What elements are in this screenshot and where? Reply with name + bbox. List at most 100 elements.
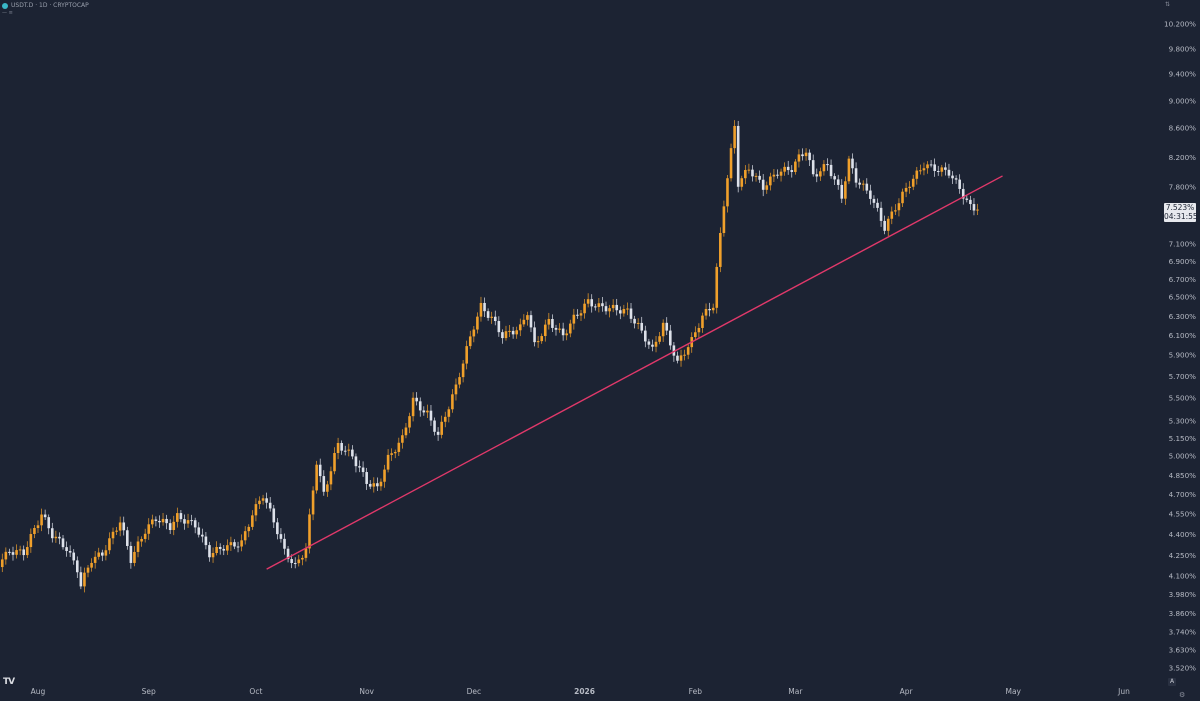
- candle-body: [522, 319, 526, 325]
- candle-body: [351, 449, 354, 457]
- time-tick-label: Apr: [900, 687, 914, 696]
- candle-body: [97, 552, 101, 557]
- price-tick-label: 8.200%: [1169, 153, 1197, 162]
- candle-body: [954, 178, 958, 180]
- candle-body: [126, 530, 129, 546]
- candle-body: [322, 476, 326, 492]
- candle-body: [58, 536, 61, 539]
- candle-body: [543, 324, 547, 337]
- candle-body: [740, 178, 744, 187]
- gear-icon[interactable]: ⚙: [1179, 691, 1186, 699]
- candle-body: [308, 514, 311, 549]
- candle-body: [597, 303, 601, 307]
- candle-body: [758, 175, 761, 180]
- candle-body: [186, 520, 190, 524]
- candle-body: [243, 531, 247, 541]
- indicator-label: — ≡: [2, 10, 13, 16]
- candle-body: [644, 330, 647, 342]
- candle-body: [626, 308, 629, 310]
- candle-body: [458, 377, 461, 385]
- candle-body: [636, 322, 640, 324]
- candle-body: [93, 556, 97, 563]
- candle-body: [283, 538, 286, 549]
- candle-body: [143, 533, 147, 539]
- candle-body: [101, 552, 104, 556]
- price-tick-label: 4.400%: [1169, 530, 1197, 539]
- candle-body: [79, 572, 83, 587]
- candle-body: [665, 322, 669, 331]
- tradingview-logo-icon[interactable]: TV: [3, 677, 15, 687]
- candle-body: [50, 528, 54, 539]
- candle-body: [161, 518, 165, 523]
- candle-body: [961, 188, 965, 199]
- candle-body: [951, 175, 954, 179]
- candle-body: [293, 563, 297, 565]
- candle-body: [572, 314, 576, 324]
- candle-body: [304, 548, 308, 558]
- candle-body: [811, 160, 815, 175]
- candle-body: [336, 442, 340, 454]
- candle-body: [511, 330, 515, 335]
- candle-body: [297, 559, 301, 564]
- candle-body: [11, 552, 15, 555]
- candle-body: [711, 307, 715, 311]
- price-tick-label: 4.700%: [1169, 490, 1197, 499]
- time-tick-label: 2026: [574, 687, 595, 696]
- candle-body: [658, 336, 661, 342]
- candle-body: [719, 232, 722, 267]
- chart-settings-icon[interactable]: ⇅: [1164, 1, 1170, 8]
- candle-body: [568, 323, 572, 334]
- candle-body: [22, 549, 26, 556]
- candle-body: [672, 345, 676, 356]
- price-tick-label: 5.900%: [1169, 351, 1197, 360]
- candle-body: [54, 536, 58, 539]
- candle-body: [911, 178, 915, 187]
- candle-body: [47, 517, 51, 529]
- price-tick-label: 4.850%: [1169, 471, 1197, 480]
- candle-body: [697, 327, 701, 333]
- price-tick-label: 9.800%: [1169, 45, 1197, 54]
- candle-body: [326, 484, 329, 492]
- candle-body: [865, 183, 869, 191]
- candle-body: [615, 304, 619, 311]
- candle-body: [272, 508, 276, 523]
- candle-body: [418, 401, 422, 411]
- auto-scale-button[interactable]: A: [1168, 678, 1176, 686]
- candle-body: [133, 551, 136, 563]
- candle-body: [276, 522, 279, 535]
- candle-body: [508, 330, 511, 332]
- candle-body: [168, 523, 172, 531]
- candle-body: [840, 184, 844, 199]
- candle-body: [429, 410, 433, 421]
- candle-body: [261, 498, 265, 501]
- candle-body: [669, 330, 672, 346]
- candle-body: [65, 547, 68, 552]
- candle-body: [376, 483, 379, 487]
- candle-body: [476, 316, 479, 330]
- candle-body: [25, 547, 29, 556]
- candle-body: [618, 310, 622, 314]
- price-tick-label: 6.700%: [1169, 275, 1197, 284]
- price-tick-label: 4.550%: [1169, 510, 1197, 519]
- candle-body: [318, 464, 322, 477]
- candle-body: [529, 315, 533, 328]
- candle-body: [33, 528, 36, 535]
- candle-body: [226, 545, 229, 551]
- indicator-legend[interactable]: — ≡: [2, 9, 13, 17]
- candle-body: [915, 170, 919, 179]
- candle-body: [965, 198, 969, 200]
- candle-body: [726, 178, 729, 207]
- candle-body: [454, 384, 458, 395]
- candle-body: [808, 152, 811, 161]
- symbol-header[interactable]: USDT.D · 1D · CRYPTOCAP: [2, 1, 89, 10]
- candle-body: [783, 166, 786, 172]
- candle-body: [608, 308, 611, 312]
- time-tick-label: Dec: [467, 687, 482, 696]
- candle-body: [826, 164, 829, 166]
- candle-body: [154, 519, 158, 521]
- candle-body: [136, 541, 140, 552]
- price-tick-label: 6.900%: [1169, 257, 1197, 266]
- candle-body: [944, 167, 947, 170]
- candle-body: [222, 548, 226, 551]
